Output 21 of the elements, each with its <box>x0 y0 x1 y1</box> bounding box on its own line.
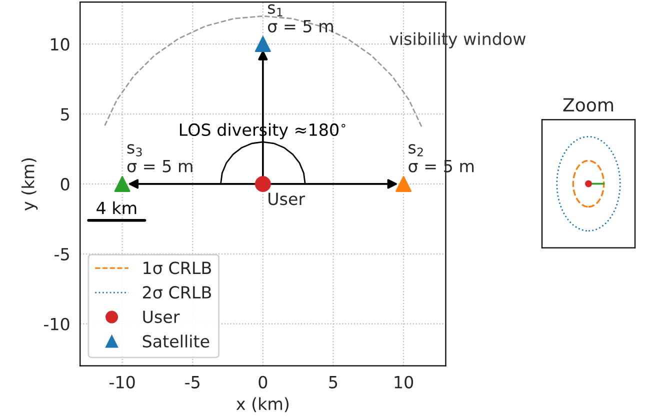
legend-label: 1σ CRLB <box>144 262 211 274</box>
annotation: s$_{3}$ σ = 5 m <box>127 144 192 172</box>
y-tick-label: -5 <box>54 248 69 260</box>
annotation: 4 km <box>96 201 136 214</box>
legend-label: Satellite <box>142 334 210 348</box>
x-tick-label: 0 <box>258 376 268 388</box>
y-axis-title: y (km) <box>21 158 38 210</box>
x-tick-label: -10 <box>109 376 135 388</box>
annotation: s$_{1}$ σ = 5 m <box>268 4 333 33</box>
x-tick-label: 10 <box>394 376 414 388</box>
annotation: User <box>268 192 306 206</box>
x-tick-label: 5 <box>329 376 338 388</box>
y-tick-label: 0 <box>60 178 70 191</box>
x-tick-label: -5 <box>185 376 200 388</box>
y-tick-label: -10 <box>44 318 70 330</box>
text: Zoom <box>563 98 613 112</box>
y-tick-label: 10 <box>51 38 70 51</box>
x-axis-title: x (km) <box>236 397 289 412</box>
legend-label: User <box>143 310 180 324</box>
y-tick-label: 5 <box>61 108 69 121</box>
legend-label: 2σ CRLB <box>142 286 211 299</box>
